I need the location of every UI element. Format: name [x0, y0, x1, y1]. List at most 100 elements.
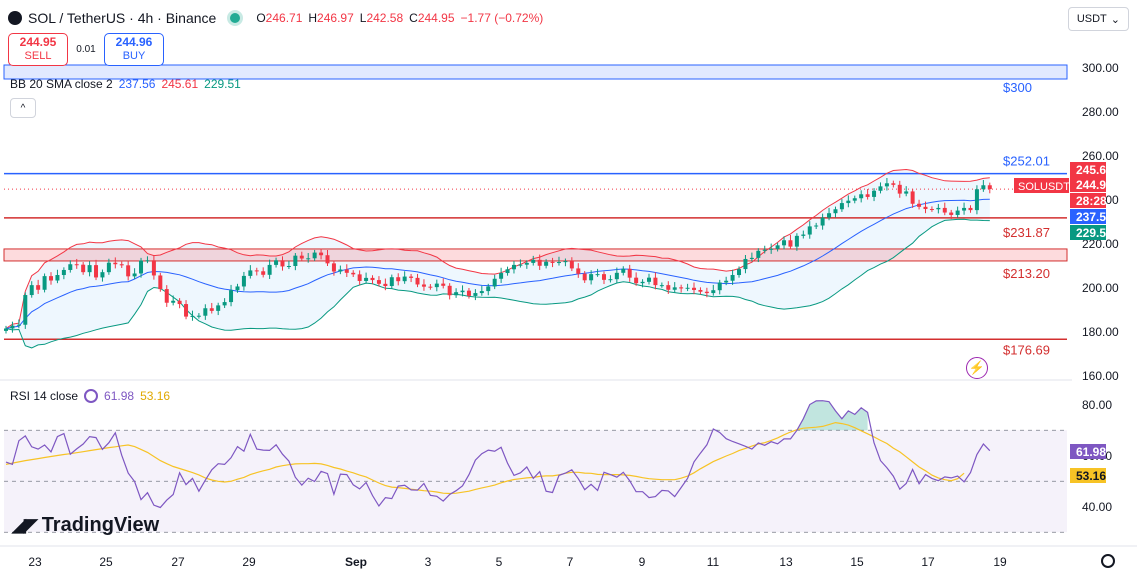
candle-body	[499, 273, 504, 279]
candle-body	[582, 273, 587, 281]
candle-body	[852, 198, 857, 201]
candle-body	[409, 276, 414, 278]
level-label: $300	[1003, 80, 1032, 95]
candle-body	[36, 285, 41, 290]
level-label: $252.01	[1003, 154, 1050, 169]
candle-body	[756, 250, 761, 258]
candle-body	[576, 268, 581, 274]
candle-body	[306, 258, 311, 260]
close-label: C	[409, 11, 418, 25]
candle-body	[910, 191, 915, 204]
time-tick-label: 17	[921, 555, 935, 569]
candle-body	[569, 261, 574, 269]
candle-body	[679, 287, 684, 289]
rsi-line	[5, 400, 991, 509]
candle-body	[434, 283, 439, 288]
candle-body	[486, 286, 491, 292]
candle-body	[704, 291, 709, 294]
rsi-settings-icon[interactable]	[84, 389, 99, 403]
candle-body	[955, 210, 960, 215]
candle-body	[460, 290, 465, 293]
buy-button[interactable]: 244.96 BUY	[104, 33, 164, 66]
candle-body	[466, 290, 471, 296]
currency-selector[interactable]: USDT ⌄	[1067, 7, 1129, 31]
candle-body	[634, 277, 639, 284]
candle-body	[872, 190, 877, 197]
level-label: $213.20	[1003, 266, 1050, 281]
buy-price: 244.96	[115, 35, 153, 50]
candle-body	[884, 183, 889, 187]
candle-body	[846, 200, 851, 204]
time-tick-label: 3	[425, 555, 432, 569]
candle-body	[158, 275, 163, 290]
candle-body	[949, 212, 954, 215]
collapse-legend-button[interactable]: ^	[10, 98, 36, 118]
symbol-title[interactable]: SOL / TetherUS · 4h · Binance	[28, 10, 217, 26]
candle-body	[692, 287, 697, 290]
price-tag-label: 245.61	[1076, 163, 1113, 177]
bb-legend[interactable]: BB 20 SMA close 2 237.56 245.61 229.51	[10, 77, 241, 91]
rsi-ma-tag-bg	[1070, 468, 1106, 483]
candle-body	[126, 265, 131, 277]
candle-body	[68, 264, 73, 270]
time-tick-label: 15	[850, 555, 864, 569]
candle-body	[730, 275, 735, 281]
price-tag-bg	[1070, 177, 1106, 192]
candle-body	[859, 194, 864, 199]
candle-body	[357, 274, 362, 281]
candle-body	[248, 270, 253, 276]
candle-body	[794, 235, 799, 247]
candle-body	[724, 280, 729, 283]
change-value: −1.77 (−0.72%)	[460, 11, 544, 25]
rsi-ma-value: 53.16	[140, 389, 171, 403]
candle-body	[762, 249, 767, 251]
sell-button[interactable]: 244.95 SELL	[8, 33, 68, 66]
candle-body	[177, 300, 182, 305]
candle-body	[100, 272, 105, 278]
candle-body	[151, 260, 156, 276]
candle-body	[717, 282, 722, 291]
candle-body	[511, 264, 516, 270]
price-tag-bg	[1070, 162, 1106, 177]
sell-price: 244.95	[19, 35, 57, 50]
bb-lower-line	[5, 218, 990, 349]
candle-body	[312, 252, 317, 259]
price-tag-bg	[1070, 209, 1106, 224]
candle-body	[139, 260, 144, 274]
candle-body	[29, 285, 34, 296]
candle-body	[479, 291, 484, 294]
open-value: 246.71	[265, 11, 303, 25]
time-tick-label: 9	[639, 555, 646, 569]
candle-body	[42, 276, 47, 290]
candle-body	[55, 275, 60, 281]
spread-value: 0.01	[76, 44, 96, 55]
candle-body	[344, 269, 349, 273]
candle-body	[164, 289, 169, 303]
candle-body	[106, 262, 111, 273]
candle-body	[216, 305, 221, 311]
bb-lower-value: 229.51	[204, 77, 241, 91]
candle-body	[666, 285, 671, 290]
open-label: O	[256, 11, 266, 25]
settings-icon[interactable]	[1101, 554, 1115, 568]
rsi-legend[interactable]: RSI 14 close 61.98 53.16	[10, 389, 170, 403]
candle-body	[563, 261, 568, 263]
time-tick-label: 25	[99, 555, 113, 569]
candle-body	[608, 279, 613, 281]
candle-body	[524, 262, 529, 265]
price-tag-bg	[1070, 193, 1106, 208]
lightning-icon[interactable]: ⚡	[966, 357, 988, 379]
candle-body	[370, 277, 375, 281]
price-tag-label: 237.56	[1076, 210, 1113, 224]
candle-body	[981, 185, 986, 190]
candle-body	[974, 189, 979, 211]
candle-body	[647, 277, 651, 282]
candle-body	[119, 264, 124, 266]
price-tag-bg	[1070, 225, 1106, 240]
candle-body	[820, 217, 825, 226]
low-value: 242.58	[366, 11, 404, 25]
symbol-header: SOL / TetherUS · 4h · Binance O246.71 H2…	[8, 6, 543, 30]
candle-body	[280, 260, 285, 267]
price-tick-label: 280.00	[1082, 105, 1119, 119]
